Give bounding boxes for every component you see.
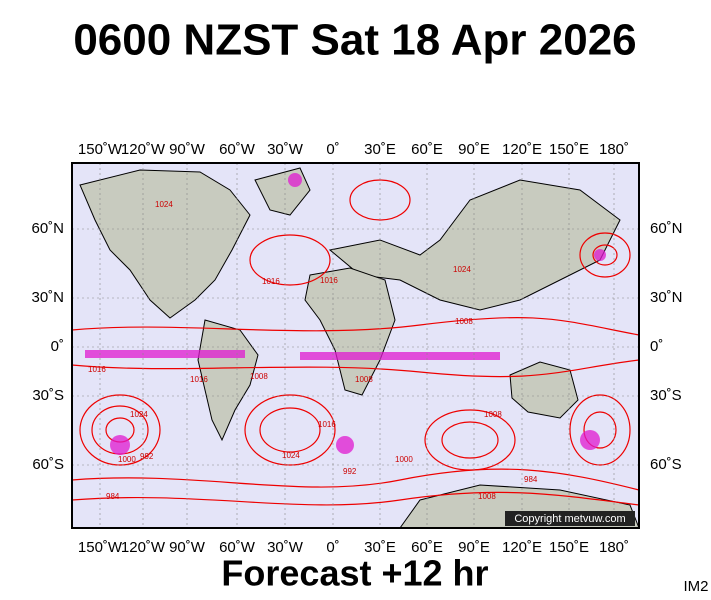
copyright-box <box>505 511 635 526</box>
precipitation <box>85 173 606 455</box>
lat-label-right: 30˚N <box>650 289 683 306</box>
lon-label-bottom: 150˚E <box>549 539 589 556</box>
lon-label-top: 180˚ <box>599 141 629 158</box>
lon-label-top: 0˚ <box>326 141 339 158</box>
lon-label-top: 150˚W <box>78 141 123 158</box>
lon-label-top: 30˚W <box>267 141 304 158</box>
isobar-label: 1016 <box>318 420 336 429</box>
isobar-label: 1000 <box>118 455 136 464</box>
lon-label-bottom: 120˚E <box>502 539 542 556</box>
isobar-label: 1016 <box>262 277 280 286</box>
lat-label-left: 30˚N <box>31 289 64 306</box>
lat-label-left: 60˚S <box>32 456 64 473</box>
isobar-label: 1024 <box>155 200 173 209</box>
isobar-label: 1000 <box>395 455 413 464</box>
image-id: IM2 <box>683 578 708 595</box>
graticule <box>72 163 639 528</box>
lon-label-bottom: 60˚E <box>411 539 443 556</box>
lat-label-left: 30˚S <box>32 387 64 404</box>
isobar-label: 1008 <box>484 410 502 419</box>
lon-label-top: 30˚E <box>364 141 396 158</box>
lon-label-top: 90˚E <box>458 141 490 158</box>
lat-label-right: 30˚S <box>650 387 682 404</box>
isobar-label: 1024 <box>130 410 148 419</box>
forecast-label: Forecast +12 hr <box>221 553 488 594</box>
isobar-label: 1008 <box>250 372 268 381</box>
lon-label-bottom: 30˚E <box>364 539 396 556</box>
title: 0600 NZST Sat 18 Apr 2026 <box>73 16 636 65</box>
lat-label-right: 0˚ <box>650 338 663 355</box>
lon-label-bottom: 60˚W <box>219 539 256 556</box>
lon-label-bottom: 150˚W <box>78 539 123 556</box>
lon-label-bottom: 120˚W <box>121 539 166 556</box>
isobar-label: 992 <box>343 467 357 476</box>
lon-label-top: 120˚W <box>121 141 166 158</box>
lon-label-top: 90˚W <box>169 141 206 158</box>
lon-label-bottom: 180˚ <box>599 539 629 556</box>
lon-label-top: 120˚E <box>502 141 542 158</box>
isobar-label: 1016 <box>190 375 208 384</box>
copyright: Copyright metvuw.com <box>514 513 625 525</box>
isobar-label: 1024 <box>453 265 471 274</box>
isobar-label: 1016 <box>320 276 338 285</box>
land <box>79 167 640 529</box>
isobar-label: 984 <box>524 475 538 484</box>
lat-label-right: 60˚S <box>650 456 682 473</box>
isobar-label: 1008 <box>478 492 496 501</box>
lat-label-right: 60˚N <box>650 220 683 237</box>
isobar-label: 1024 <box>282 451 300 460</box>
lon-label-top: 60˚E <box>411 141 443 158</box>
isobar-label: 1008 <box>455 317 473 326</box>
isobar-label: 992 <box>140 452 154 461</box>
lon-label-bottom: 90˚E <box>458 539 490 556</box>
lon-label-bottom: 90˚W <box>169 539 206 556</box>
lon-label-bottom: 0˚ <box>326 539 339 556</box>
lat-label-left: 0˚ <box>51 338 64 355</box>
isobar-label: 1008 <box>355 375 373 384</box>
lon-label-top: 60˚W <box>219 141 256 158</box>
lon-label-bottom: 30˚W <box>267 539 304 556</box>
map-frame <box>71 162 640 529</box>
isobar-label: 984 <box>106 492 120 501</box>
map: 1024 1016 1016 1024 1008 1016 1024 1016 … <box>71 162 640 529</box>
isobar-labels: 1024 1016 1016 1024 1008 1016 1024 1016 … <box>88 200 538 501</box>
lat-label-left: 60˚N <box>31 220 64 237</box>
lon-label-top: 150˚E <box>549 141 589 158</box>
isobar-label: 1016 <box>88 365 106 374</box>
